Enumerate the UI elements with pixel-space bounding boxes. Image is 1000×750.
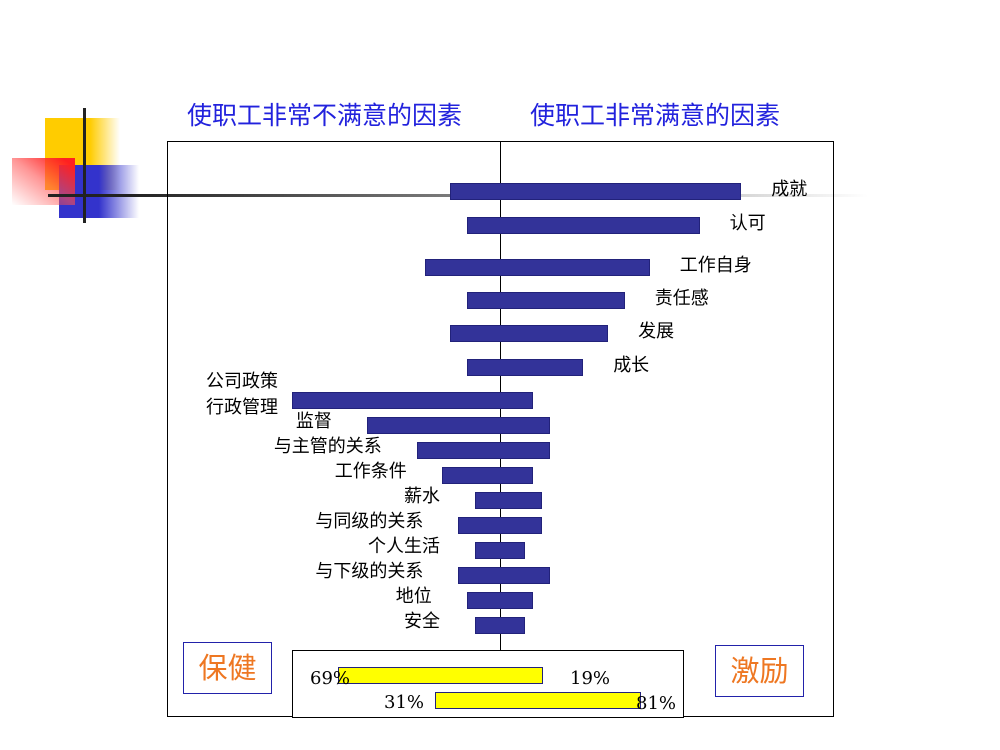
bar-hygiene-0 bbox=[292, 392, 534, 409]
bar-label-hygiene-8: 地位 bbox=[395, 586, 432, 607]
bar-label-hygiene-2: 与主管的关系 bbox=[273, 436, 382, 457]
bar-motivators-0 bbox=[450, 183, 742, 200]
bar-motivators-1 bbox=[466, 217, 700, 234]
bar-motivators-2 bbox=[425, 259, 650, 276]
bar-label-hygiene-3: 工作条件 bbox=[334, 461, 407, 482]
bar-hygiene-8 bbox=[466, 592, 534, 609]
bar-label-hygiene-4: 薪水 bbox=[404, 486, 441, 507]
bar-label-motivators-1: 认可 bbox=[729, 213, 766, 234]
bar-label-motivators-0: 成就 bbox=[771, 179, 808, 200]
bar-label-hygiene-7: 与下级的关系 bbox=[315, 561, 424, 582]
bar-motivators-5 bbox=[466, 359, 584, 376]
bar-hygiene-1 bbox=[366, 417, 550, 434]
bar-label-hygiene-1: 监督 bbox=[295, 411, 332, 432]
bar-hygiene-6 bbox=[475, 542, 525, 559]
hygiene-right-pct: 19% bbox=[570, 668, 611, 689]
motivator-right-pct: 81% bbox=[636, 693, 677, 714]
bar-hygiene-3 bbox=[441, 467, 534, 484]
bar-hygiene-4 bbox=[475, 492, 542, 509]
bar-label-motivators-2: 工作自身 bbox=[679, 255, 752, 276]
motivator-left-pct: 31% bbox=[384, 692, 425, 713]
title-satisfiers: 使职工非常满意的因素 bbox=[530, 101, 781, 130]
bar-label-motivators-5: 成长 bbox=[613, 355, 650, 376]
bar-label-hygiene-6: 个人生活 bbox=[368, 536, 441, 557]
bar-label-hygiene-9: 安全 bbox=[404, 611, 441, 632]
bar-hygiene-5 bbox=[458, 517, 542, 534]
bar-label-hygiene-5: 与同级的关系 bbox=[315, 511, 424, 532]
hygiene-tag: 保健 bbox=[183, 642, 272, 694]
bar-label-motivators-3: 责任感 bbox=[654, 288, 709, 309]
bar-hygiene-2 bbox=[416, 442, 550, 459]
hygiene-left-pct: 69% bbox=[310, 668, 351, 689]
bar-hygiene-7 bbox=[458, 567, 550, 584]
summary-bar-hygiene bbox=[337, 667, 544, 684]
bar-motivators-3 bbox=[466, 292, 625, 309]
bar-hygiene-9 bbox=[475, 617, 525, 634]
bar-motivators-4 bbox=[450, 325, 609, 342]
decor-vertical-line bbox=[83, 108, 86, 223]
title-dissatisfiers: 使职工非常不满意的因素 bbox=[187, 101, 463, 130]
decor-red-square bbox=[12, 158, 75, 205]
summary-bar-motivator bbox=[435, 692, 641, 709]
motivator-tag: 激励 bbox=[715, 645, 804, 697]
bar-label-motivators-4: 发展 bbox=[638, 321, 675, 342]
bar-label-hygiene-0: 公司政策 行政管理 bbox=[206, 371, 278, 418]
